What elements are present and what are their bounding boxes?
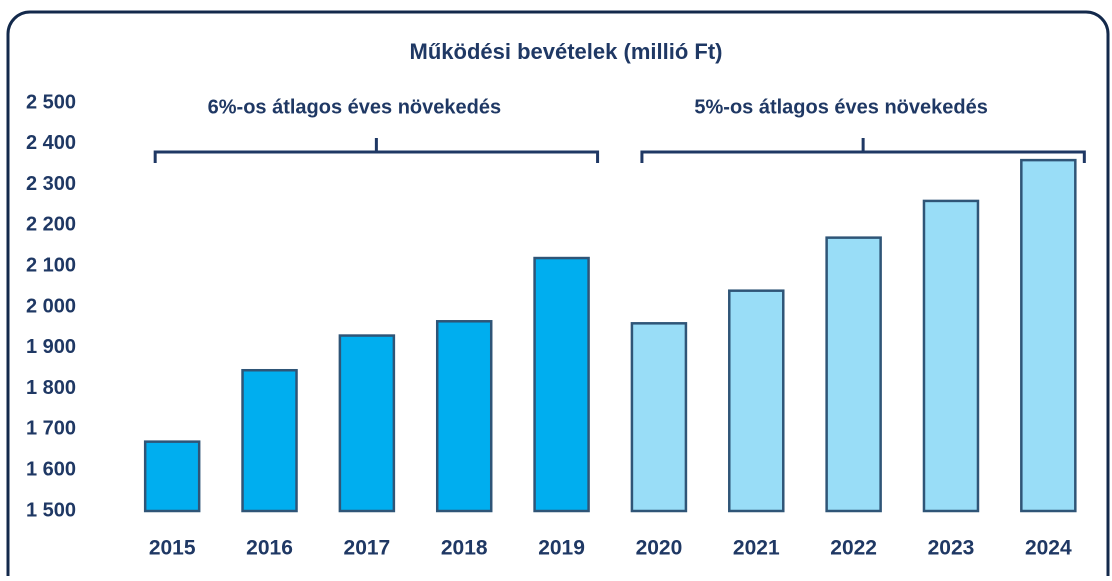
x-tick-label: 2017	[344, 537, 391, 560]
x-tick-label: 2019	[538, 537, 585, 560]
x-tick-label: 2022	[830, 537, 877, 560]
x-tick-label: 2021	[733, 537, 780, 560]
bar	[728, 289, 785, 513]
bar	[143, 440, 201, 513]
x-tick-label: 2023	[928, 537, 975, 560]
y-tick-label: 2 300	[26, 173, 76, 195]
y-tick-label: 2 400	[26, 132, 76, 154]
y-tick-label: 1 600	[26, 458, 76, 480]
bar	[630, 322, 688, 513]
y-tick-label: 2 200	[26, 214, 76, 236]
bar	[338, 334, 396, 513]
y-tick-label: 1 800	[26, 377, 76, 399]
y-tick-label: 2 000	[26, 295, 76, 317]
x-tick-label: 2020	[636, 537, 683, 560]
x-tick-label: 2015	[149, 537, 196, 560]
bar	[241, 368, 298, 513]
bar	[922, 199, 980, 513]
bar	[533, 256, 590, 513]
x-tick-label: 2018	[441, 537, 488, 560]
bracket	[640, 138, 1086, 163]
annotation: 6%-os átlagos éves növekedés	[208, 96, 501, 118]
chart-title: Működési bevételek (millió Ft)	[410, 39, 723, 64]
x-tick-label: 2024	[1025, 537, 1072, 560]
annotation: 5%-os átlagos éves növekedés	[694, 96, 987, 118]
y-tick-label: 1 900	[26, 336, 76, 358]
y-tick-label: 2 500	[26, 91, 76, 113]
bar	[435, 320, 493, 513]
y-tick-label: 1 700	[26, 418, 76, 440]
bar	[1020, 158, 1077, 513]
bar	[825, 236, 882, 513]
x-tick-label: 2016	[246, 537, 293, 560]
y-tick-label: 2 100	[26, 254, 76, 276]
y-tick-label: 1 500	[26, 499, 76, 521]
bracket	[153, 138, 600, 163]
